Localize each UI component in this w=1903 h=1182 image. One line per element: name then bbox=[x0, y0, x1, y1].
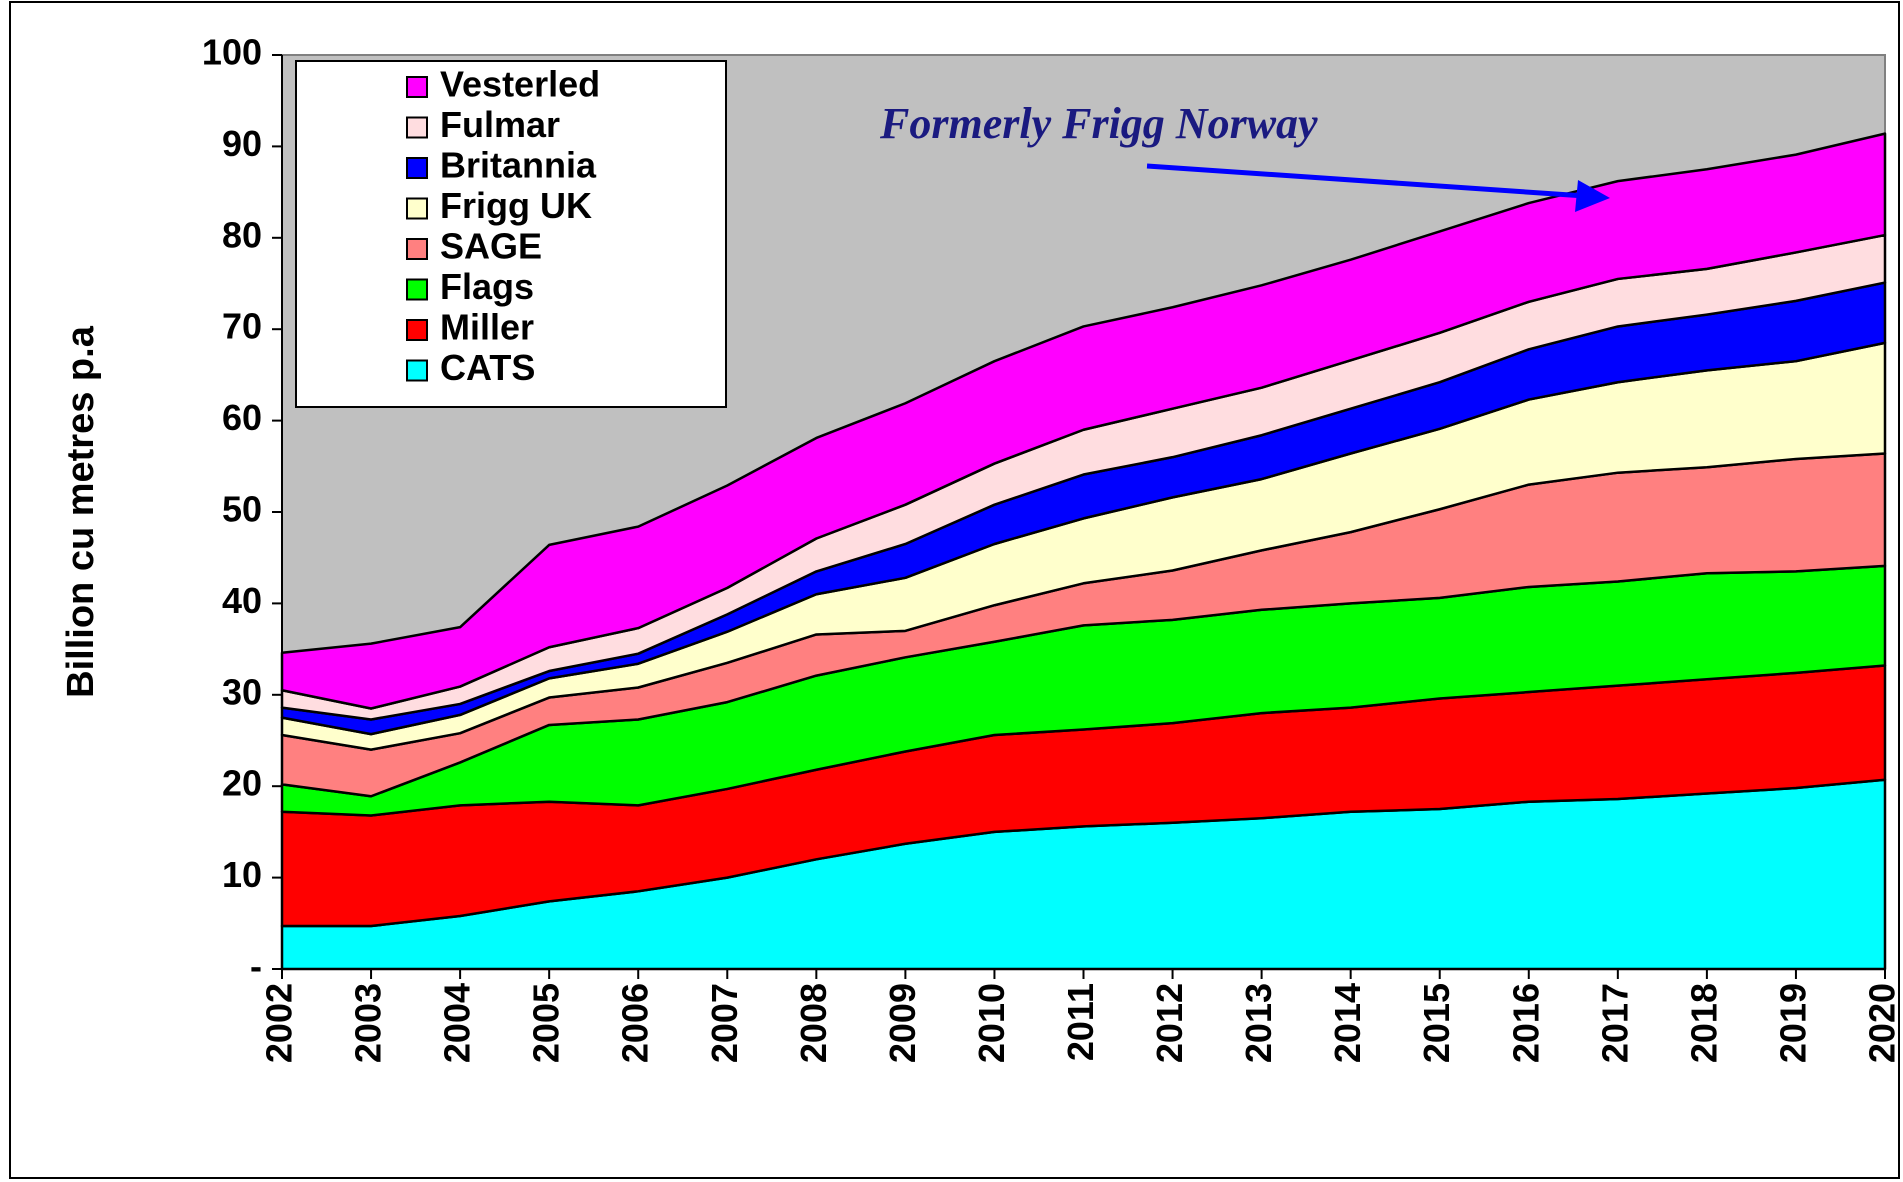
y-axis-label: Billion cu metres p.a bbox=[60, 325, 102, 698]
legend-label: Miller bbox=[440, 307, 534, 348]
annotation-arrowhead bbox=[1575, 180, 1610, 212]
y-tick-label: 90 bbox=[222, 123, 262, 164]
y-tick-label: 50 bbox=[222, 489, 262, 530]
y-tick-label: 80 bbox=[222, 214, 262, 255]
legend-label: Britannia bbox=[440, 145, 597, 186]
y-tick-label: 30 bbox=[222, 671, 262, 712]
x-tick-label: 2007 bbox=[704, 983, 745, 1063]
x-tick-label: 2010 bbox=[971, 983, 1012, 1063]
annotation-arrow bbox=[1146, 163, 1586, 199]
x-tick-label: 2020 bbox=[1862, 983, 1903, 1063]
y-tick-label: 60 bbox=[222, 397, 262, 438]
legend-swatch bbox=[406, 278, 428, 301]
annotation: Formerly Frigg Norway bbox=[879, 99, 1318, 148]
y-tick-label: 100 bbox=[202, 32, 262, 73]
x-tick-label: 2018 bbox=[1683, 983, 1724, 1063]
y-tick-label: 70 bbox=[222, 306, 262, 347]
legend-label: Fulmar bbox=[440, 104, 560, 145]
legend-swatch bbox=[406, 359, 428, 382]
x-tick-label: 2003 bbox=[348, 983, 389, 1063]
x-tick-label: 2015 bbox=[1416, 983, 1457, 1063]
y-tick-label: 40 bbox=[222, 580, 262, 621]
y-tick-label: - bbox=[250, 946, 262, 987]
legend-box bbox=[295, 60, 727, 408]
legend-label: Flags bbox=[440, 266, 534, 307]
x-tick-label: 2008 bbox=[793, 983, 834, 1063]
x-tick-label: 2006 bbox=[615, 983, 656, 1063]
legend-swatch bbox=[406, 116, 428, 139]
x-tick-label: 2017 bbox=[1594, 983, 1635, 1063]
x-tick-label: 2002 bbox=[259, 983, 300, 1063]
x-tick-label: 2016 bbox=[1505, 983, 1546, 1063]
legend-label: Vesterled bbox=[440, 64, 600, 105]
x-tick-label: 2011 bbox=[1060, 983, 1101, 1061]
x-tick-label: 2019 bbox=[1772, 983, 1813, 1063]
legend-swatch bbox=[406, 197, 428, 220]
legend-swatch bbox=[406, 157, 428, 179]
y-tick-label: 10 bbox=[222, 854, 262, 895]
legend-swatch bbox=[406, 319, 428, 341]
x-tick-label: 2005 bbox=[526, 983, 567, 1063]
x-tick-label: 2009 bbox=[882, 983, 923, 1063]
x-tick-label: 2004 bbox=[437, 983, 478, 1063]
x-tick-label: 2014 bbox=[1327, 983, 1368, 1063]
x-tick-label: 2012 bbox=[1149, 983, 1190, 1063]
legend-label: SAGE bbox=[440, 226, 542, 267]
legend-swatch bbox=[406, 76, 428, 98]
x-tick-label: 2013 bbox=[1238, 983, 1279, 1063]
legend-label: CATS bbox=[440, 347, 535, 388]
legend-label: Frigg UK bbox=[440, 185, 592, 226]
y-tick-label: 20 bbox=[222, 763, 262, 804]
legend-swatch bbox=[406, 238, 428, 260]
area bbox=[280, 132, 1887, 710]
